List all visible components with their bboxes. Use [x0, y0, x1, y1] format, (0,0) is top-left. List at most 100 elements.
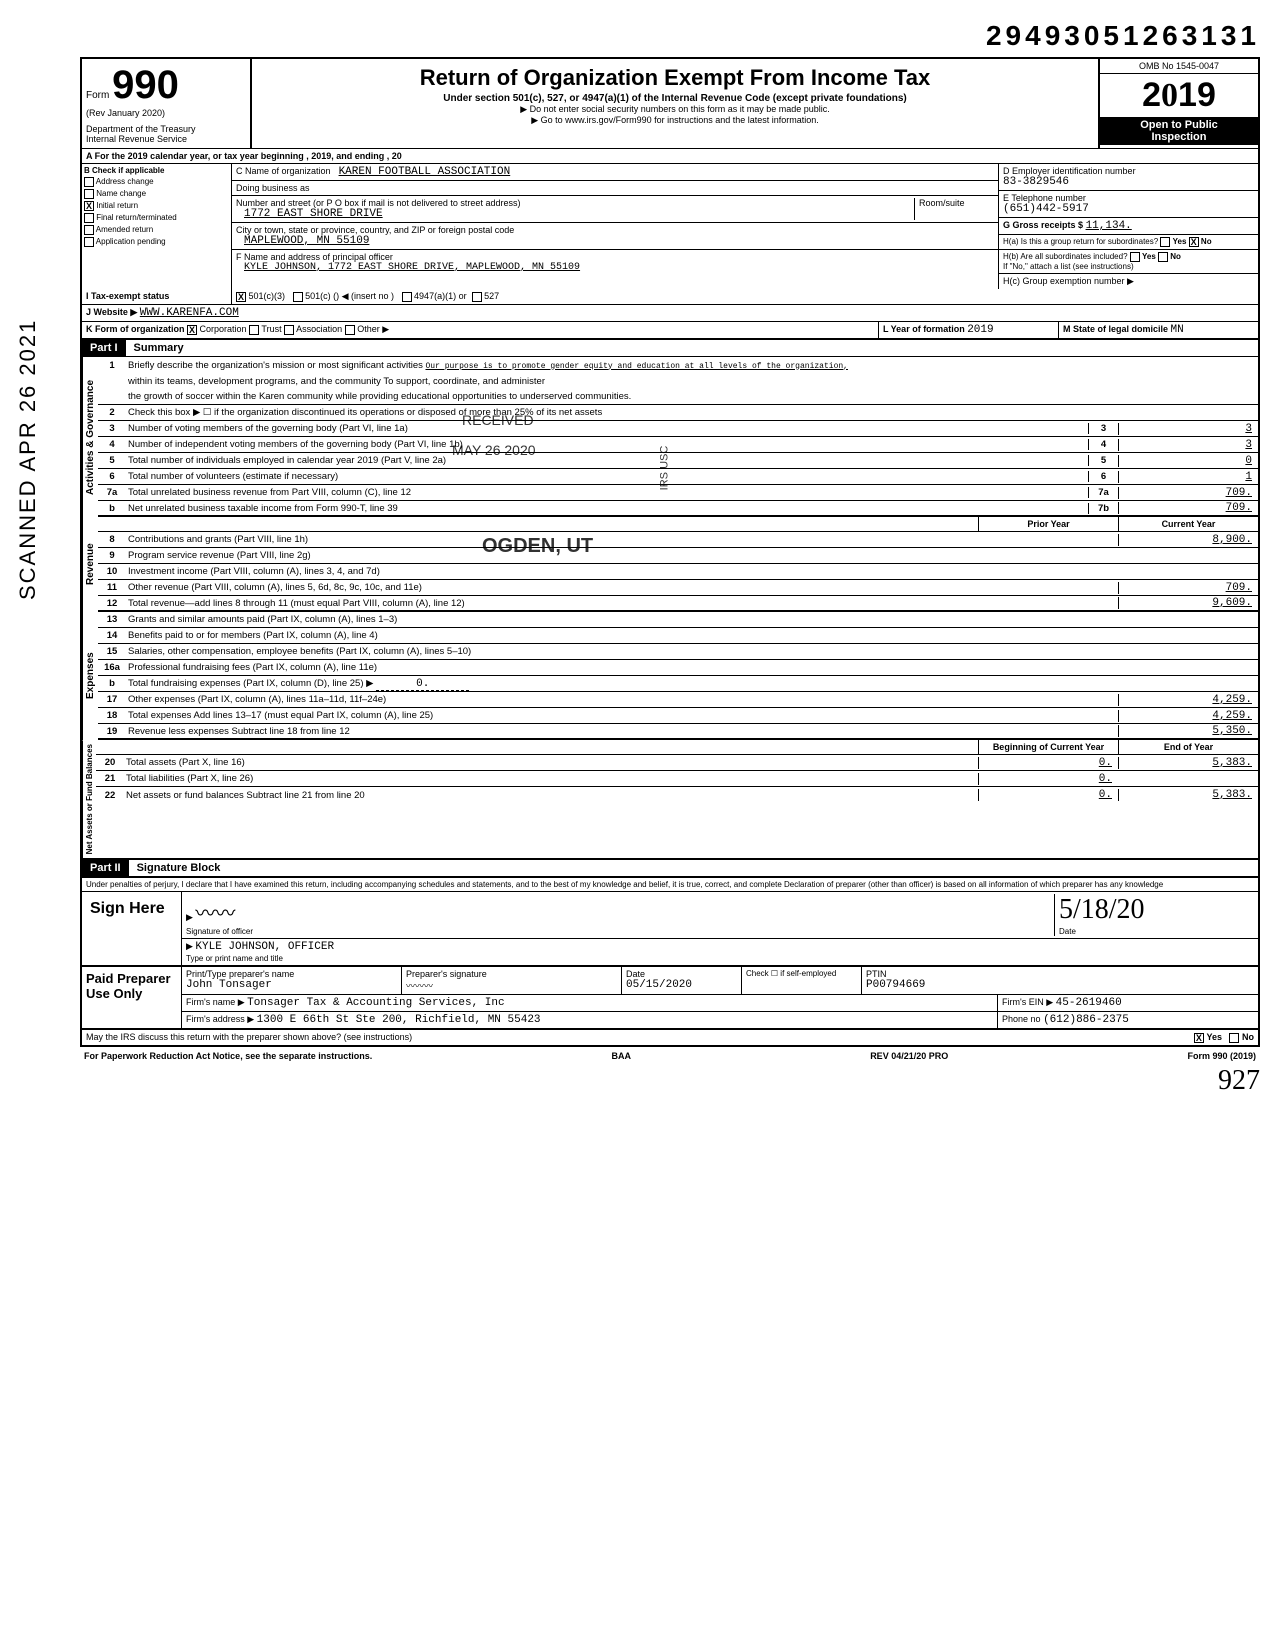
- ha-yes-checkbox[interactable]: [1160, 237, 1170, 247]
- line-6-val: 1: [1118, 471, 1258, 483]
- signature-declaration: Under penalties of perjury, I declare th…: [82, 878, 1258, 891]
- form-label: Form: [86, 90, 109, 101]
- line-1-num: 1: [98, 360, 126, 371]
- revenue-vert-label: Revenue: [82, 517, 98, 612]
- discuss-yes-label: Yes: [1206, 1032, 1222, 1042]
- addr-label: Number and street (or P O box if mail is…: [236, 198, 520, 208]
- line-10-num: 10: [98, 566, 126, 577]
- label-final-return: Final return/terminated: [96, 213, 176, 222]
- line-14-desc: Benefits paid to or for members (Part IX…: [126, 629, 978, 642]
- form-org-label: K Form of organization: [86, 324, 185, 334]
- line-2-desc: Check this box ▶ ☐ if the organization d…: [126, 406, 1258, 419]
- checkbox-initial-return[interactable]: X: [84, 201, 94, 211]
- checkbox-name-change[interactable]: [84, 189, 94, 199]
- preparer-label: Paid Preparer Use Only: [82, 967, 182, 1028]
- form-subtitle: Under section 501(c), 527, or 4947(a)(1)…: [256, 93, 1094, 104]
- line-6-desc: Total number of volunteers (estimate if …: [126, 470, 1088, 483]
- label-corporation: Corporation: [200, 324, 247, 334]
- line-20-end: 5,383.: [1118, 757, 1258, 769]
- line-7a-box: 7a: [1088, 487, 1118, 498]
- line-7b-val: 709.: [1118, 502, 1258, 514]
- line-22-num: 22: [96, 790, 124, 801]
- part-1-title: Summary: [126, 342, 184, 354]
- label-other: Other ▶: [357, 324, 389, 334]
- gross-value: 11,134.: [1086, 220, 1132, 232]
- ein-label: D Employer identification number: [1003, 166, 1136, 176]
- hb-no-checkbox[interactable]: [1158, 252, 1168, 262]
- checkbox-501c3[interactable]: X: [236, 292, 246, 302]
- label-association: Association: [296, 324, 342, 334]
- expenses-vert-label: Expenses: [82, 612, 98, 740]
- form-warning: ▶ Do not enter social security numbers o…: [256, 104, 1094, 115]
- state-domicile-value: MN: [1171, 324, 1184, 336]
- checkbox-association[interactable]: [284, 325, 294, 335]
- ha-no-label: No: [1201, 237, 1212, 246]
- form-title: Return of Organization Exempt From Incom…: [256, 65, 1094, 91]
- part-1-header: Part I Summary: [80, 340, 1260, 357]
- firm-name-value: Tonsager Tax & Accounting Services, Inc: [247, 997, 504, 1009]
- checkbox-527[interactable]: [472, 292, 482, 302]
- line-16b-num: b: [98, 678, 126, 689]
- checkbox-final-return[interactable]: [84, 213, 94, 223]
- line-20-desc: Total assets (Part X, line 16): [124, 756, 978, 769]
- preparer-name-label: Print/Type preparer's name: [186, 969, 294, 979]
- line-12-num: 12: [98, 598, 126, 609]
- preparer-phone-value: (612)886-2375: [1043, 1014, 1129, 1026]
- sig-officer-label: Signature of officer: [186, 927, 253, 936]
- form-number: 990: [112, 63, 179, 107]
- form-header: Form 990 (Rev January 2020) Department o…: [80, 57, 1260, 148]
- officer-value: KYLE JOHNSON, 1772 EAST SHORE DRIVE, MAP…: [244, 262, 580, 273]
- line-22-desc: Net assets or fund balances Subtract lin…: [124, 789, 978, 802]
- discuss-yes-checkbox[interactable]: X: [1194, 1033, 1204, 1043]
- checkbox-other[interactable]: [345, 325, 355, 335]
- line-8-desc: Contributions and grants (Part VIII, lin…: [126, 533, 978, 546]
- checkbox-amended[interactable]: [84, 225, 94, 235]
- line-1-desc: Briefly describe the organization's miss…: [128, 360, 423, 371]
- open-public: Open to Public: [1102, 119, 1256, 131]
- line-16b-inline: 0.: [376, 678, 469, 691]
- line-8-current: 8,900.: [1118, 534, 1258, 546]
- line-18-current: 4,259.: [1118, 710, 1258, 722]
- line-7b-box: 7b: [1088, 503, 1118, 514]
- line-6-box: 6: [1088, 471, 1118, 482]
- org-name-label: C Name of organization: [236, 166, 331, 178]
- part-2-header: Part II Signature Block: [80, 860, 1260, 877]
- col-b-header: B Check if applicable: [84, 166, 229, 175]
- line-19-desc: Revenue less expenses Subtract line 18 f…: [126, 725, 978, 738]
- hb-yes-label: Yes: [1142, 252, 1156, 261]
- net-assets-section: Net Assets or Fund Balances Beginning of…: [80, 740, 1260, 860]
- governance-vert-label: Activities & Governance: [82, 357, 98, 517]
- checkbox-trust[interactable]: [249, 325, 259, 335]
- scan-stamp: SCANNED APR 26 2021: [15, 319, 41, 600]
- checkbox-address-change[interactable]: [84, 177, 94, 187]
- checkbox-corporation[interactable]: X: [187, 325, 197, 335]
- checkbox-501c[interactable]: [293, 292, 303, 302]
- checkbox-4947[interactable]: [402, 292, 412, 302]
- line-7a-num: 7a: [98, 487, 126, 498]
- line-7b-desc: Net unrelated business taxable income fr…: [126, 502, 1088, 515]
- inspection: Inspection: [1102, 131, 1256, 143]
- line-4-val: 3: [1118, 439, 1258, 451]
- ein-value: 83-3829546: [1003, 176, 1069, 188]
- line-4-box: 4: [1088, 439, 1118, 450]
- part-1-label: Part I: [82, 340, 126, 356]
- line-21-desc: Total liabilities (Part X, line 26): [124, 772, 978, 785]
- hb-yes-checkbox[interactable]: [1130, 252, 1140, 262]
- hc-label: H(c) Group exemption number ▶: [1003, 276, 1134, 286]
- ha-no-checkbox[interactable]: X: [1189, 237, 1199, 247]
- line-2-num: 2: [98, 407, 126, 418]
- line-5-box: 5: [1088, 455, 1118, 466]
- line-8-num: 8: [98, 534, 126, 545]
- checkbox-application-pending[interactable]: [84, 237, 94, 247]
- hb-note: If "No," attach a list (see instructions…: [1003, 262, 1134, 271]
- label-name-change: Name change: [96, 189, 146, 198]
- line-1-text3: the growth of soccer within the Karen co…: [126, 390, 1258, 403]
- document-locator-number: 29493051263131: [80, 20, 1260, 52]
- discuss-no-checkbox[interactable]: [1229, 1033, 1239, 1043]
- firm-ein-value: 45-2619460: [1056, 997, 1122, 1009]
- line-19-current: 5,350.: [1118, 725, 1258, 737]
- line-16a-num: 16a: [98, 662, 126, 673]
- prior-year-header: Prior Year: [978, 517, 1118, 531]
- year-formation-label: L Year of formation: [883, 324, 965, 334]
- phone-value: (651)442-5917: [1003, 203, 1089, 215]
